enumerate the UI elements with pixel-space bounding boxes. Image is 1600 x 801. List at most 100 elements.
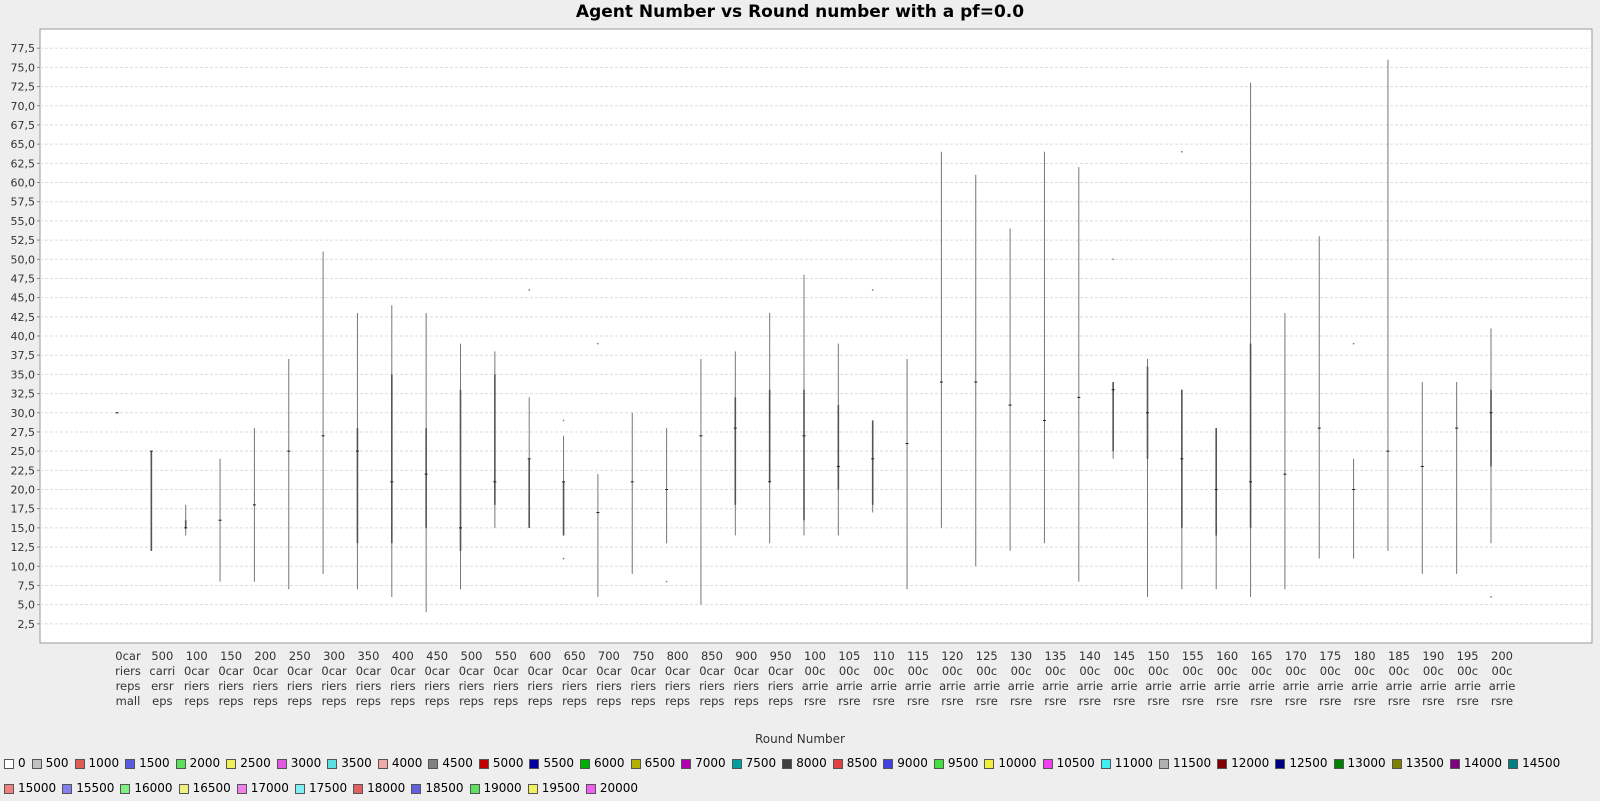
y-tick-label: 52,5 (11, 234, 36, 247)
x-category-label: rsre (1285, 694, 1307, 708)
legend-label: 6000 (594, 756, 625, 770)
x-category-label: reps (287, 694, 312, 708)
box-iqr (1215, 428, 1217, 536)
x-category-label: 500 (151, 649, 173, 663)
x-category-label: 160 (1216, 649, 1238, 663)
legend-swatch (731, 758, 742, 769)
x-category-label: 0car (562, 664, 588, 678)
box (355, 312, 359, 590)
box-outlier (1112, 258, 1115, 261)
box (527, 289, 531, 528)
legend-label: 15000 (18, 781, 57, 795)
x-category-label: riers (527, 679, 553, 693)
box (562, 419, 566, 560)
legend-swatch (527, 783, 538, 794)
legend-item: 6000 (580, 751, 625, 776)
legend-label: 8000 (796, 756, 827, 770)
legend-label: 17500 (308, 781, 348, 795)
box-iqr (734, 397, 737, 505)
x-category-label: 125 (976, 649, 998, 663)
legend-swatch (585, 783, 596, 794)
legend-swatch (529, 758, 540, 769)
legend-swatch (353, 783, 364, 794)
box (1489, 328, 1493, 598)
x-category-label: rsre (1113, 694, 1135, 708)
y-tick-label: 65,0 (11, 138, 36, 151)
legend-item: 7000 (681, 751, 726, 776)
legend-swatch (120, 783, 131, 794)
x-category-label: 0car (768, 664, 794, 678)
legend-label: 20000 (599, 781, 639, 795)
legend-swatch (411, 783, 422, 794)
x-category-label: reps (356, 694, 381, 708)
y-tick-label: 50,0 (11, 253, 36, 266)
legend-item: 4000 (377, 751, 422, 776)
y-tick-label: 55,0 (11, 215, 36, 228)
legend-item: 18500 (411, 776, 464, 801)
y-tick-label: 7,5 (18, 579, 36, 592)
legend-item: 500 (31, 751, 69, 776)
box (1146, 359, 1149, 597)
x-category-label: riers (390, 679, 416, 693)
legend-swatch (1508, 758, 1519, 769)
x-category-label: reps (596, 694, 621, 708)
x-category-label: rsre (1182, 694, 1204, 708)
box (115, 412, 119, 414)
x-category-label: 00c (1457, 664, 1478, 678)
legend-swatch (1275, 758, 1286, 769)
x-category-label: 0car (459, 664, 485, 678)
legend-label: 14000 (1463, 756, 1503, 770)
x-category-label: arrie (905, 679, 932, 693)
legend-item: 9000 (883, 751, 928, 776)
x-category-label: 00c (976, 664, 997, 678)
box-outlier (528, 289, 531, 291)
legend-item: 0 (4, 751, 26, 776)
x-category-label: 00c (1114, 664, 1135, 678)
box (459, 343, 462, 590)
x-category-label: 00c (839, 664, 860, 678)
legend-swatch (62, 783, 73, 794)
x-category-label: arrie (1111, 679, 1138, 693)
x-category-label: 135 (1044, 649, 1066, 663)
x-category-label: 100 (186, 649, 208, 663)
boxplot-chart: 2,5 5,0 7,5 10,0 12,5 15,0 17,5 20,0 22,5 25,0 27,… (11, 28, 1593, 746)
x-category-label: arrie (973, 679, 1000, 693)
x-category-label: rsre (1147, 694, 1169, 708)
x-category-label: arrie (1008, 679, 1035, 693)
box-outlier (562, 557, 565, 560)
legend-swatch (984, 758, 995, 769)
legend-item: 4500 (428, 751, 473, 776)
x-category-label: rsre (1010, 694, 1032, 708)
y-tick-label: 37,5 (11, 349, 36, 362)
box-iqr (356, 428, 359, 544)
x-category-label: 115 (907, 649, 929, 663)
legend-item: 16000 (120, 776, 173, 801)
box-iqr (494, 374, 496, 505)
x-category-label: 140 (1079, 649, 1101, 663)
x-category-label: 200 (254, 649, 276, 663)
legend-label: 2500 (240, 756, 271, 770)
legend-label: 7000 (695, 756, 726, 770)
x-category-label: 150 (1148, 649, 1170, 663)
x-category-label: reps (116, 679, 141, 693)
legend-item: 16500 (178, 776, 231, 801)
x-category-label: eps (152, 694, 172, 708)
y-tick-label: 30,0 (11, 407, 36, 420)
x-category-label: reps (631, 694, 656, 708)
box-iqr (1249, 343, 1252, 528)
x-category-label: riers (184, 679, 210, 693)
legend-swatch (327, 758, 338, 769)
legend-label: 9500 (947, 756, 979, 770)
x-category-label: 450 (426, 649, 448, 663)
x-category-label: riers (253, 679, 279, 693)
box (630, 412, 634, 574)
box-iqr (184, 520, 187, 528)
y-tick-label: 67,5 (11, 119, 36, 132)
y-tick-label: 10,0 (11, 560, 36, 573)
x-category-label: 00c (1182, 664, 1203, 678)
x-category-label: rsre (1388, 694, 1410, 708)
legend-swatch (178, 783, 189, 794)
x-category-label: reps (253, 694, 278, 708)
x-category-label: arrie (1420, 679, 1447, 693)
x-category-label: 00c (1011, 664, 1032, 678)
